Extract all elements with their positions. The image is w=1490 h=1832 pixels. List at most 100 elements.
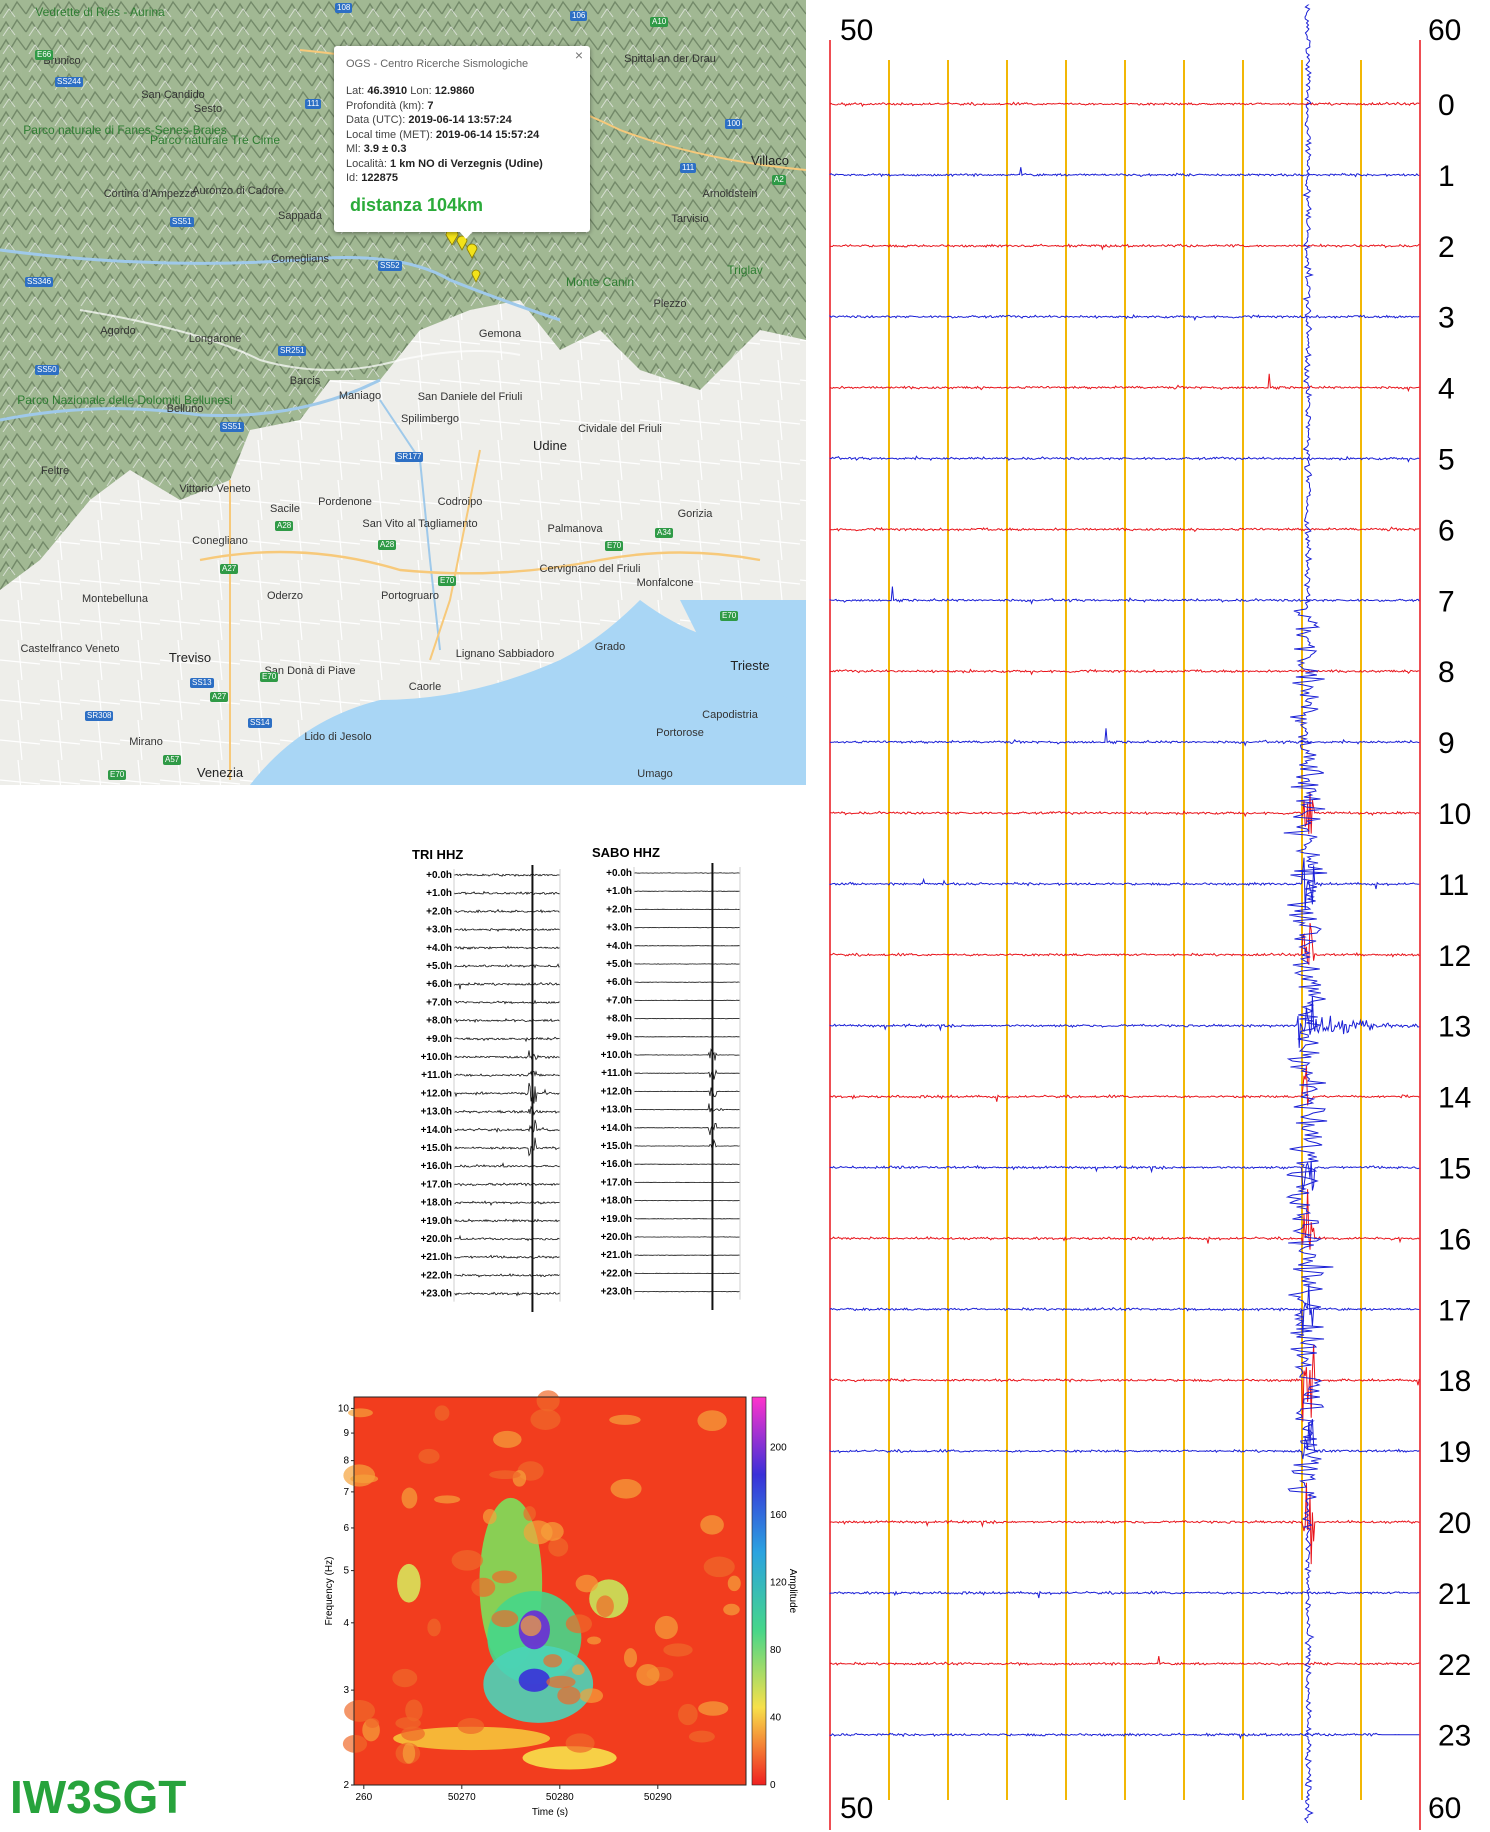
map-place-label: Feltre	[40, 465, 70, 477]
row-label: +4.0h	[426, 943, 452, 954]
popup-row-label: Ml:	[346, 143, 364, 155]
road-shield: E70	[108, 770, 127, 780]
map-place-label: Auronzo di Cadore	[192, 185, 284, 197]
road-shield: A28	[275, 521, 294, 531]
row-label: +7.0h	[606, 995, 632, 1006]
road-shield: A10	[650, 17, 669, 27]
spectral-noise-blob	[610, 1478, 642, 1499]
road-shield: SS51	[220, 422, 244, 432]
spectral-energy-blob	[393, 1726, 550, 1751]
popup-row-label: Data (UTC):	[346, 114, 409, 126]
x-tick-label: 50290	[644, 1792, 672, 1803]
road-shield: 100	[725, 119, 743, 129]
spectral-noise-blob	[418, 1448, 440, 1464]
road-shield: SS51	[170, 217, 194, 227]
spectral-noise-blob	[727, 1575, 741, 1592]
map-place-label: Spilimbergo	[400, 413, 460, 425]
seismic-trace	[453, 1254, 561, 1260]
map-place-label: Plezzo	[653, 298, 687, 310]
hour-label: 16	[1438, 1223, 1471, 1256]
hour-label: 7	[1438, 585, 1455, 618]
row-label: +6.0h	[426, 979, 452, 990]
popup-row: Località: 1 km NO di Verzegnis (Udine)	[346, 157, 543, 172]
spectral-noise-blob	[587, 1636, 601, 1645]
spectral-noise-blob	[572, 1664, 585, 1676]
seismic-trace	[633, 1069, 740, 1080]
spectral-energy-blob	[522, 1746, 617, 1770]
row-label: +8.0h	[606, 1014, 632, 1025]
hour-trace	[829, 857, 1420, 910]
hour-label: 19	[1438, 1436, 1471, 1469]
spectral-noise-blob	[557, 1686, 581, 1705]
seismic-trace	[453, 1050, 561, 1061]
road-shield: A57	[163, 755, 182, 765]
popup-row-value: 3.9 ± 0.3	[363, 143, 407, 155]
spectral-noise-blob	[489, 1470, 521, 1480]
hour-label: 15	[1438, 1153, 1471, 1186]
x-axis-label: Time (s)	[532, 1807, 568, 1818]
row-label: +1.0h	[606, 886, 632, 897]
map-place-label: Capodistria	[702, 709, 758, 721]
row-label: +0.0h	[606, 868, 632, 879]
road-shield: SS50	[35, 365, 59, 375]
map-place-label: Montebelluna	[81, 593, 149, 605]
row-label: +20.0h	[421, 1234, 452, 1245]
hour-label: 9	[1438, 727, 1455, 760]
colorbar-tick-label: 40	[770, 1713, 782, 1724]
earthquake-markers[interactable]	[445, 228, 481, 283]
popup-row-value: 12.9860	[434, 85, 475, 97]
seismic-trace	[453, 1234, 561, 1242]
map-place-label: Sesto	[193, 103, 223, 115]
row-label: +6.0h	[606, 977, 632, 988]
hour-label: 12	[1438, 940, 1471, 973]
map-place-label: Parco Nazionale delle Dolomiti Bellunesi	[17, 393, 233, 407]
seismic-trace	[633, 1017, 741, 1020]
y-tick-label: 9	[343, 1428, 349, 1439]
hour-trace	[829, 526, 1420, 533]
x-tick-label: 50270	[448, 1792, 476, 1803]
road-shield: E70	[260, 672, 279, 682]
spectral-noise-blob	[434, 1405, 450, 1421]
road-shield: A27	[220, 564, 239, 574]
popup-row-label: Id:	[346, 172, 362, 184]
row-label: +3.0h	[426, 925, 452, 936]
map-place-label: Barcis	[289, 375, 321, 387]
row-label: +5.0h	[426, 961, 452, 972]
spectral-noise-blob	[343, 1464, 376, 1487]
spectral-noise-blob	[457, 1718, 485, 1734]
spectrogram: 200 160 120 80 40 0 Amplitude 10 9 8 7 6 5 4 3 2 Frequen…	[324, 1390, 798, 1818]
spectral-noise-blob	[395, 1717, 421, 1730]
road-shield: 108	[335, 3, 353, 13]
map-place-label: Arnoldstein	[702, 188, 758, 200]
y-tick-label: 2	[343, 1780, 349, 1791]
map-place-label: Cortina d'Ampezzo	[103, 188, 197, 200]
row-label: +16.0h	[421, 1161, 452, 1172]
hour-trace	[829, 455, 1420, 463]
colorbar-label: Amplitude	[787, 1569, 798, 1614]
hour-label: 5	[1438, 444, 1455, 477]
spectral-noise-blob	[427, 1618, 441, 1637]
popup-row-label: Lon:	[407, 85, 435, 97]
map-place-label: Palmanova	[547, 523, 603, 535]
seismic-trace	[633, 890, 741, 892]
spectral-noise-blob	[543, 1654, 563, 1668]
hour-label: 13	[1438, 1011, 1471, 1044]
map-place-label: Sappada	[277, 210, 323, 222]
row-label: +9.0h	[426, 1034, 452, 1045]
sabo-hhz-helicorder: SABO HHZ +0.0h +1.0h +2.0h +3.0h +4.0h +5.0h +6…	[592, 845, 741, 1310]
seismic-trace	[633, 1254, 741, 1256]
spectral-noise-blob	[471, 1577, 496, 1597]
hour-trace	[829, 1482, 1420, 1565]
helicorder-title: SABO HHZ	[592, 845, 660, 860]
row-label: +20.0h	[601, 1232, 632, 1243]
colorbar	[751, 1396, 767, 1786]
row-label: +21.0h	[601, 1250, 632, 1261]
close-icon[interactable]: ×	[574, 47, 583, 63]
hour-trace	[829, 1160, 1420, 1191]
seismic-trace	[633, 1036, 741, 1038]
spectral-noise-blob	[493, 1430, 522, 1448]
popup-row: Lat: 46.3910 Lon: 12.9860	[346, 84, 543, 99]
spectral-noise-blob	[700, 1515, 724, 1535]
hour-label: 1	[1438, 160, 1455, 193]
row-label: +7.0h	[426, 997, 452, 1008]
